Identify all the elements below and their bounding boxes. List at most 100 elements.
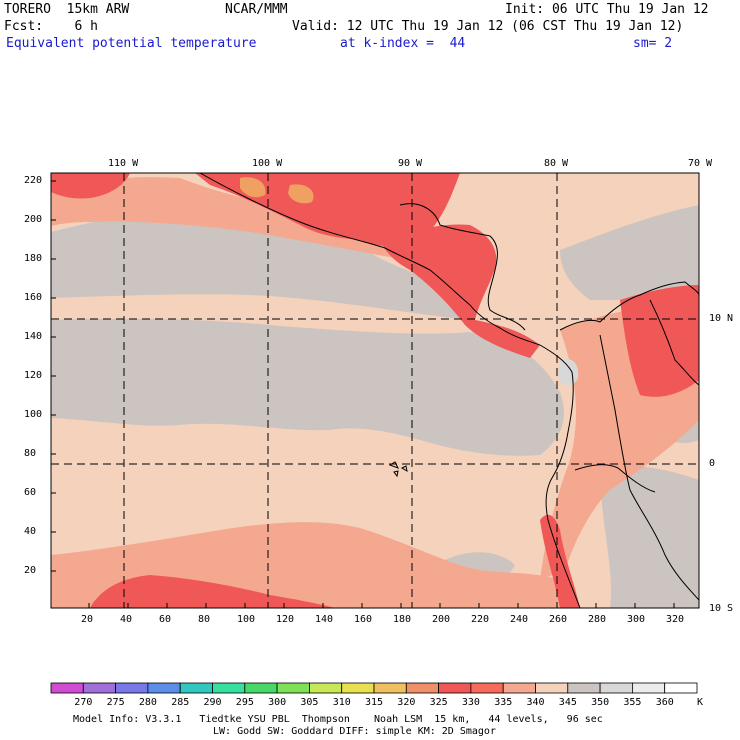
org-label: NCAR/MMM xyxy=(225,2,288,17)
colorbar-swatch xyxy=(115,682,149,694)
lon-label-70w: 70 W xyxy=(688,158,713,169)
red-central-america xyxy=(380,224,540,358)
colorbar-label: 360 xyxy=(655,697,674,708)
coastline-south-america-west xyxy=(539,344,581,608)
colorbar-swatch xyxy=(341,682,375,694)
colorbar-swatch xyxy=(567,682,601,694)
colorbar-label: 295 xyxy=(235,697,254,708)
y-tick-label: 160 xyxy=(24,292,43,303)
colorbar-label: 305 xyxy=(300,697,319,708)
colorbar-label: 320 xyxy=(397,697,416,708)
y-tick-label: 220 xyxy=(24,175,43,186)
y-tick-label: 180 xyxy=(24,253,43,264)
colorbar-label: 290 xyxy=(203,697,222,708)
colorbar-swatch xyxy=(212,682,246,694)
model-title: TORERO 15km ARW xyxy=(4,2,130,17)
x-tick-label: 220 xyxy=(471,614,490,625)
border-venezuela xyxy=(649,299,699,386)
red-northwest xyxy=(51,173,130,199)
lon-label-110w: 110 W xyxy=(108,158,139,169)
coastline-colombia-north xyxy=(559,281,699,331)
colorbar-swatch xyxy=(244,682,278,694)
colorbar-swatch xyxy=(373,682,407,694)
colorbar-label: 340 xyxy=(526,697,545,708)
model-info: Model Info: V3.3.1 Tiedtke YSU PBL Thomp… xyxy=(73,714,603,725)
gray-band-middle xyxy=(51,318,564,456)
x-tick-label: 280 xyxy=(588,614,607,625)
map-field xyxy=(51,173,699,608)
x-tick-label: 300 xyxy=(627,614,646,625)
border-andes xyxy=(599,334,699,601)
colorbar-swatch xyxy=(599,682,633,694)
lat-label-0: 0 xyxy=(709,458,716,469)
colorbar-swatch xyxy=(276,682,310,694)
red-peru-coast xyxy=(540,514,580,608)
colorbar-label: 330 xyxy=(461,697,480,708)
map-frame xyxy=(50,172,700,609)
level-label: at k-index = 44 xyxy=(340,36,466,51)
y-tick-label: 140 xyxy=(24,331,43,342)
colorbar-swatch xyxy=(470,682,504,694)
colorbar-label: 275 xyxy=(106,697,125,708)
coastline-caribbean xyxy=(399,203,526,331)
y-tick-label: 60 xyxy=(24,487,37,498)
x-tick-label: 200 xyxy=(432,614,451,625)
red-colombia xyxy=(620,285,699,397)
x-tick-label: 40 xyxy=(120,614,133,625)
colorbar-label: 335 xyxy=(494,697,513,708)
tick-marks xyxy=(51,180,675,608)
y-tick-label: 20 xyxy=(24,565,37,576)
colorbar-swatch xyxy=(438,682,472,694)
field-name: Equivalent potential temperature xyxy=(6,36,257,51)
colorbar-label: 310 xyxy=(332,697,351,708)
x-tick-label: 240 xyxy=(510,614,529,625)
gray-patch-east xyxy=(560,205,699,300)
x-tick-label: 160 xyxy=(354,614,373,625)
x-tick-label: 140 xyxy=(315,614,334,625)
lon-label-80w: 80 W xyxy=(544,158,569,169)
x-tick-label: 100 xyxy=(237,614,256,625)
y-tick-label: 120 xyxy=(24,370,43,381)
colorbar-swatch xyxy=(308,682,343,694)
valid-time: Valid: 12 UTC Thu 19 Jan 12 (06 CST Thu … xyxy=(292,19,684,34)
x-tick-label: 320 xyxy=(666,614,685,625)
gray-patch-small-1 xyxy=(300,249,365,273)
red-south-band xyxy=(90,575,335,608)
colorbar-swatch xyxy=(502,682,536,694)
colorbar-swatch xyxy=(50,682,84,694)
gray-andes xyxy=(600,465,699,608)
colorbar-label: 300 xyxy=(268,697,287,708)
colorbar-label: 345 xyxy=(558,697,577,708)
x-tick-label: 80 xyxy=(198,614,211,625)
x-tick-label: 120 xyxy=(276,614,295,625)
lon-label-90w: 90 W xyxy=(398,158,423,169)
colorbar-label: 285 xyxy=(171,697,190,708)
model-physics: LW: Godd SW: Goddard DIFF: simple KM: 2D… xyxy=(213,726,496,737)
colorbar-swatch xyxy=(405,682,439,694)
x-tick-label: 260 xyxy=(549,614,568,625)
lat-lon-grid xyxy=(51,173,699,608)
lat-label-10n: 10 N xyxy=(709,313,734,324)
colorbar-swatch xyxy=(632,682,666,694)
colorbar xyxy=(50,682,698,694)
orange-patch-mexico-1 xyxy=(240,177,266,198)
colorbar-label: 355 xyxy=(623,697,642,708)
colorbar-label: 280 xyxy=(138,697,157,708)
coastlines xyxy=(199,173,699,608)
y-tick-label: 40 xyxy=(24,526,37,537)
colorbar-unit: K xyxy=(697,697,704,708)
y-tick-label: 200 xyxy=(24,214,43,225)
gray-band-upper xyxy=(51,205,470,320)
border-ecuador-peru xyxy=(574,464,656,493)
colorbar-label: 315 xyxy=(365,697,384,708)
colorbar-swatch xyxy=(82,682,117,694)
colorbar-swatch xyxy=(664,682,698,694)
x-tick-label: 180 xyxy=(393,614,412,625)
init-time: Init: 06 UTC Thu 19 Jan 12 xyxy=(505,2,709,17)
coastline-central-america xyxy=(199,173,541,346)
smoothing-label: sm= 2 xyxy=(633,36,673,51)
x-tick-label: 60 xyxy=(159,614,172,625)
lon-label-100w: 100 W xyxy=(252,158,283,169)
y-tick-label: 100 xyxy=(24,409,43,420)
